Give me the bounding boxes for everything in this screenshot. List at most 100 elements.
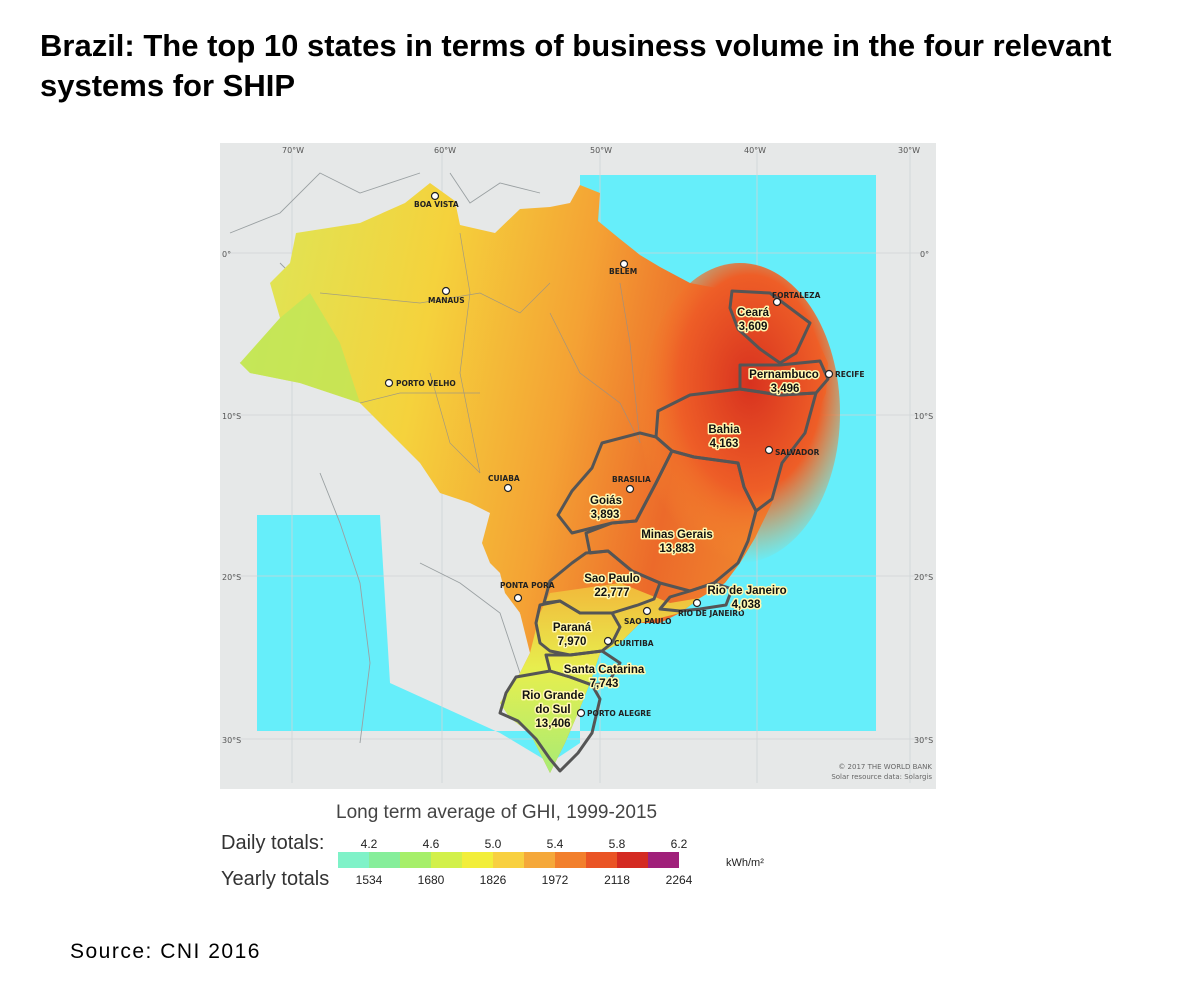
legend-swatch xyxy=(369,852,400,868)
city-marker xyxy=(441,286,451,296)
map-credit: © 2017 THE WORLD BANK xyxy=(838,763,932,771)
state-value-minas-gerais: 13,883 xyxy=(659,543,694,555)
state-outlines xyxy=(498,289,830,773)
city-marker xyxy=(642,606,652,616)
lat-label: 0° xyxy=(222,250,231,259)
legend-unit: kWh/m² xyxy=(726,857,764,869)
legend-yearly-value: 1534 xyxy=(356,873,383,887)
city-label: BELEM xyxy=(609,267,637,276)
lat-label: 10°S xyxy=(914,412,933,421)
legend-daily-value: 5.4 xyxy=(547,837,564,851)
city-marker xyxy=(692,598,702,608)
state-labels: Ceará 3,609 Pernambuco 3,496 Bahia 4,163… xyxy=(521,306,821,732)
city-marker xyxy=(513,593,523,603)
legend-swatch xyxy=(555,852,586,868)
state-name-goias: Goiás xyxy=(590,495,622,507)
legend-swatch xyxy=(524,852,555,868)
lat-label: 30°S xyxy=(914,736,933,745)
state-value-rio-de-janeiro: 4,038 xyxy=(732,599,761,611)
state-name-pernambuco: Pernambuco xyxy=(749,369,819,381)
legend-daily-value: 6.2 xyxy=(671,837,688,851)
city-label: BRASILIA xyxy=(612,475,651,484)
legend-yearly-value: 1972 xyxy=(542,873,569,887)
city-label: RIO DE JANEIRO xyxy=(678,609,744,618)
legend-yearly-label: Yearly totals xyxy=(221,868,330,890)
source-note: Source: CNI 2016 xyxy=(70,940,261,963)
city-label: BOA VISTA xyxy=(414,200,459,209)
city-label: CUIABA xyxy=(488,474,520,483)
state-value-parana: 7,970 xyxy=(558,636,587,648)
city-label: SALVADOR xyxy=(775,448,820,457)
city-marker xyxy=(384,378,394,388)
state-name-rio-grande-do-sul-line1: Rio Grande xyxy=(522,690,584,702)
city-label: SAO PAULO xyxy=(624,617,672,626)
legend-swatch xyxy=(400,852,431,868)
hot-region xyxy=(640,263,840,563)
lon-label: 70°W xyxy=(282,146,304,155)
cities: BOA VISTA MANAUS BELEM FORTALEZA RECIFE … xyxy=(384,191,864,718)
lat-label: 10°S xyxy=(222,412,241,421)
legend-color-scale: 4.2 4.6 5.0 5.4 5.8 6.2 1534 1680 1826 1… xyxy=(338,837,764,887)
legend-swatch xyxy=(648,852,679,868)
state-outline-parana xyxy=(534,599,622,657)
legend-swatch xyxy=(617,852,648,868)
city-marker xyxy=(619,259,629,269)
state-name-santa-catarina: Santa Catarina xyxy=(564,664,645,676)
lon-label: 50°W xyxy=(590,146,612,155)
legend-daily-value: 5.0 xyxy=(485,837,502,851)
lat-label: 0° xyxy=(920,250,929,259)
city-label: RECIFE xyxy=(835,370,864,379)
state-name-parana: Paraná xyxy=(553,622,592,634)
state-value-rio-grande-do-sul: 13,406 xyxy=(535,718,570,730)
legend-daily-label: Daily totals: xyxy=(221,832,325,854)
city-label: PORTO ALEGRE xyxy=(587,709,651,718)
state-name-minas-gerais: Minas Gerais xyxy=(641,529,713,541)
state-name-bahia: Bahia xyxy=(708,424,740,436)
city-marker xyxy=(503,483,513,493)
map-credit-source: Solar resource data: Solargis xyxy=(831,773,932,781)
legend-yearly-value: 1826 xyxy=(480,873,507,887)
legend-daily-value: 4.6 xyxy=(423,837,440,851)
page-title: Brazil: The top 10 states in terms of bu… xyxy=(40,28,1112,103)
city-marker xyxy=(772,297,782,307)
legend-yearly-value: 1680 xyxy=(418,873,445,887)
state-name-rio-grande-do-sul-line2: do Sul xyxy=(535,704,570,716)
legend-swatch xyxy=(493,852,524,868)
city-marker xyxy=(824,369,834,379)
city-label: FORTALEZA xyxy=(772,291,821,300)
state-value-bahia: 4,163 xyxy=(710,438,739,450)
state-outline-rio-grande-do-sul xyxy=(498,669,602,773)
city-marker xyxy=(576,708,586,718)
state-outline-ceara xyxy=(728,289,812,365)
lon-label: 60°W xyxy=(434,146,456,155)
city-label: CURITIBA xyxy=(614,639,654,648)
legend-daily-value: 4.2 xyxy=(361,837,378,851)
lat-label: 20°S xyxy=(222,573,241,582)
state-value-goias: 3,893 xyxy=(591,509,620,521)
city-label: PONTA PORA xyxy=(500,581,555,590)
city-marker xyxy=(603,636,613,646)
lon-label: 30°W xyxy=(898,146,920,155)
city-marker xyxy=(430,191,440,201)
legend-swatch xyxy=(462,852,493,868)
lat-label: 20°S xyxy=(914,573,933,582)
internal-borders xyxy=(319,232,641,474)
state-value-sao-paulo: 22,777 xyxy=(594,587,629,599)
city-marker xyxy=(764,445,774,455)
state-value-ceara: 3,609 xyxy=(739,321,768,333)
legend-title: Long term average of GHI, 1999-2015 xyxy=(336,802,658,823)
city-label: MANAUS xyxy=(428,296,465,305)
legend-daily-value: 5.8 xyxy=(609,837,626,851)
state-value-santa-catarina: 7,743 xyxy=(590,678,619,690)
legend-swatch xyxy=(338,852,369,868)
solar-map: 70°W 60°W 50°W 40°W 30°W 0° 10°S 20°S 30… xyxy=(220,143,936,789)
legend-yearly-value: 2118 xyxy=(604,873,630,887)
city-marker xyxy=(625,484,635,494)
legend-swatches xyxy=(338,852,679,868)
lat-label: 30°S xyxy=(222,736,241,745)
state-name-ceara: Ceará xyxy=(737,307,770,319)
legend-yearly-value: 2264 xyxy=(666,873,693,887)
city-label: PORTO VELHO xyxy=(396,379,456,388)
south-region xyxy=(500,583,700,773)
legend-swatch xyxy=(586,852,617,868)
